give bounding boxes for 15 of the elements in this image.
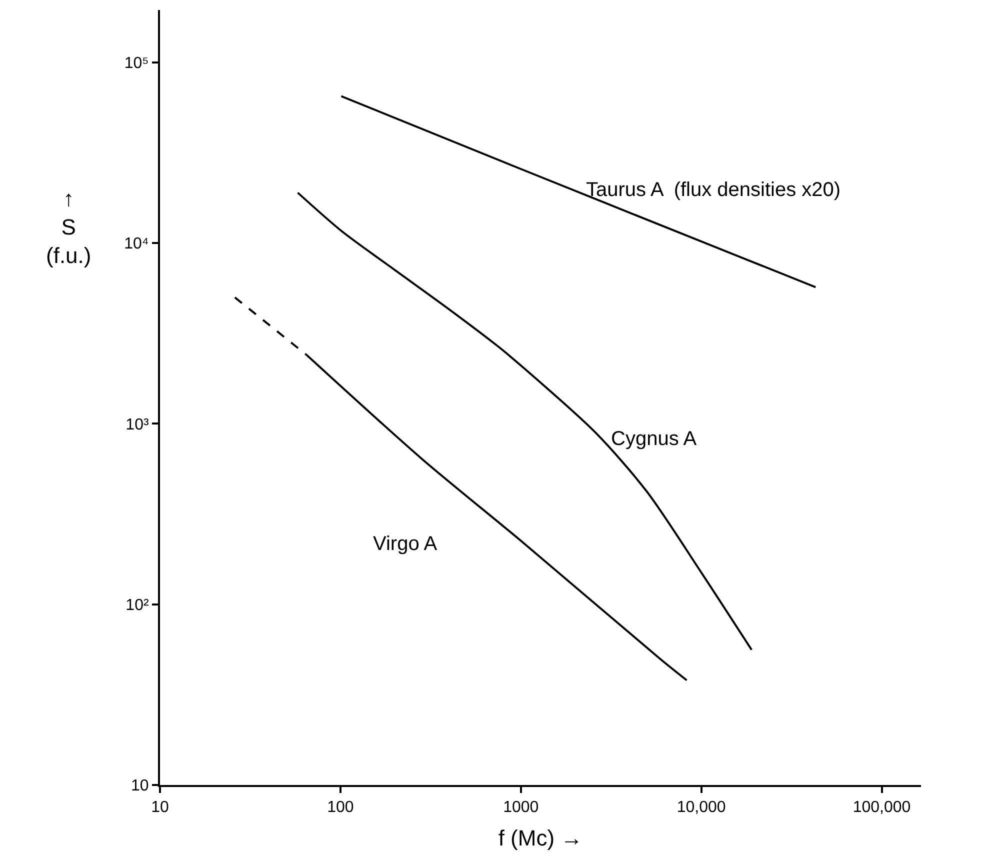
annotation: Cygnus A [611,428,698,450]
x-tick-label: 10 [151,799,169,816]
x-tick-label: 1000 [503,799,539,816]
x-tick-label: 100 [327,799,354,816]
y-tick-label: 10² [126,596,150,614]
y-tick-label: 10⁵ [124,55,149,72]
annotation: Virgo A [373,533,438,555]
y-tick-label: 10⁴ [124,236,149,253]
y-tick-label: 10 [131,778,149,795]
y-axis-title: ↑ S (f.u.) [46,186,92,268]
x-axis-title: f (Mc) → [498,826,583,851]
x-tick-label: 100,000 [852,799,911,816]
x-tick-label: 10,000 [676,799,726,816]
y-tick-label: 10³ [126,416,150,434]
annotation: Taurus A (flux densities x20) [586,179,841,201]
